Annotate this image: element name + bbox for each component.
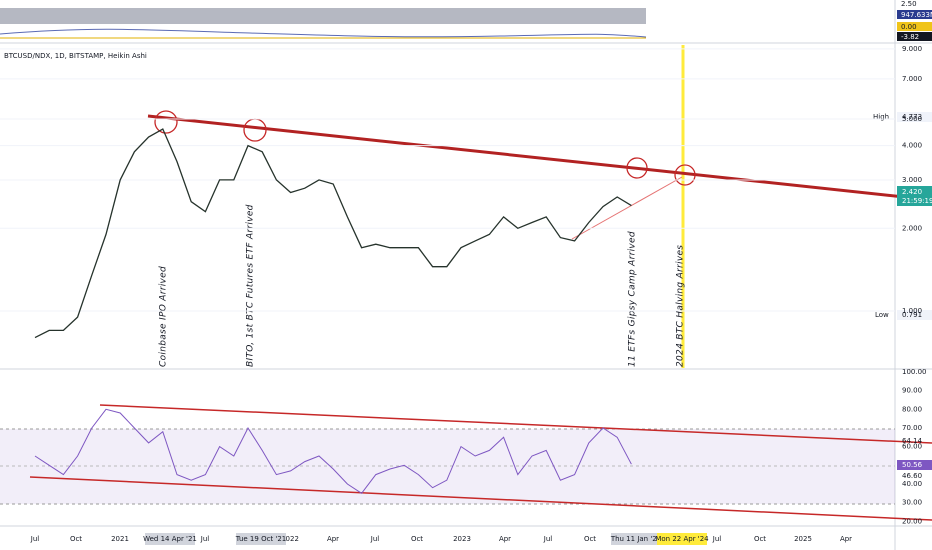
low-label: Low xyxy=(875,311,889,319)
time-label: Jul xyxy=(200,535,210,543)
countdown: 21:59:19 xyxy=(902,197,932,205)
time-label: 2023 xyxy=(453,535,471,543)
time-label: 2022 xyxy=(281,535,299,543)
price-tick-label: 1.000 xyxy=(902,307,922,315)
annotation: Coinbase IPO Arrived xyxy=(159,266,169,367)
time-label: Jul xyxy=(30,535,40,543)
rsi-tick-label: 20.00 xyxy=(902,517,922,525)
volume-indicator xyxy=(0,28,647,38)
symbol-header: BTCUSD/NDX, 1D, BITSTAMP, Heikin Ashi xyxy=(4,52,147,60)
price-line xyxy=(34,128,632,339)
time-label: 2021 xyxy=(111,535,129,543)
time-highlight xyxy=(657,533,707,545)
time-label: Oct xyxy=(411,535,423,543)
price-tick-label: 9.000 xyxy=(902,45,922,53)
time-label: Jul xyxy=(370,535,380,543)
price-tick-label: 4.000 xyxy=(902,142,922,150)
time-highlight xyxy=(145,533,195,545)
rsi-last: 50.56 xyxy=(902,461,923,469)
annotation: 2024 BTC Halving Arrives xyxy=(676,245,686,367)
vol-badge xyxy=(897,10,932,19)
time-label: Oct xyxy=(584,535,596,543)
rsi-line xyxy=(34,408,632,494)
rsi-level: 46.60 xyxy=(902,472,922,480)
price-tick-label: 3.000 xyxy=(902,176,922,184)
rsi-tick-label: 100.00 xyxy=(902,368,927,376)
price-tick-label: 5.000 xyxy=(902,115,922,123)
annotation: BITO, 1st BTC Futures ETF Arrived xyxy=(246,204,256,367)
annotation: 11 ETFs Gipsy Camp Arrived xyxy=(628,231,638,367)
time-label: Jul xyxy=(712,535,722,543)
low-badge xyxy=(897,310,932,320)
vol-badge xyxy=(897,22,932,31)
low-value: 0.791 xyxy=(902,311,922,319)
high-badge xyxy=(897,112,932,122)
time-highlight xyxy=(611,533,661,545)
time-highlight-label: Tue 19 Oct '21 xyxy=(235,535,286,543)
time-label: Apr xyxy=(499,535,511,543)
time-highlight-label: Mon 22 Apr '24 xyxy=(655,535,709,543)
rsi-tick-label: 80.00 xyxy=(902,405,922,413)
highlight-circle xyxy=(674,164,696,186)
vol-label: -3.82 xyxy=(901,33,919,41)
rsi-channel xyxy=(29,476,932,521)
high-value: 4.773 xyxy=(902,113,922,121)
vol-label: 2.50 xyxy=(901,0,917,8)
time-highlight-label: Thu 11 Jan '24 xyxy=(610,535,662,543)
vol-label: 0.00 xyxy=(901,23,917,31)
time-label: Jul xyxy=(543,535,553,543)
time-label: Oct xyxy=(754,535,766,543)
time-highlight-label: Wed 14 Apr '21 xyxy=(143,535,197,543)
highlight-circle xyxy=(626,157,648,179)
time-label: 2025 xyxy=(794,535,812,543)
last-badge xyxy=(897,186,932,206)
time-label: Apr xyxy=(840,535,852,543)
vol-label: 947.633M xyxy=(901,11,932,19)
rsi-channel xyxy=(99,404,932,444)
volume-bars xyxy=(0,8,646,24)
high-label: High xyxy=(873,113,889,121)
rsi-tick-label: 40.00 xyxy=(902,480,922,488)
last-price: 2.420 xyxy=(902,188,922,196)
trend-line xyxy=(147,114,932,202)
rsi-tick-label: 30.00 xyxy=(902,499,922,507)
price-tick-label: 2.000 xyxy=(902,224,922,232)
vol-badge xyxy=(897,32,932,41)
time-label: Apr xyxy=(327,535,339,543)
price-tick-label: 7.000 xyxy=(902,75,922,83)
time-highlight xyxy=(236,533,286,545)
highlight-circle xyxy=(154,110,178,134)
rsi-level: 64.14 xyxy=(902,437,923,445)
time-label: Oct xyxy=(70,535,82,543)
rsi-badge xyxy=(897,460,932,470)
rsi-tick-label: 60.00 xyxy=(902,443,922,451)
rsi-tick-label: 90.00 xyxy=(902,387,922,395)
rsi-tick-label: 70.00 xyxy=(902,424,922,432)
